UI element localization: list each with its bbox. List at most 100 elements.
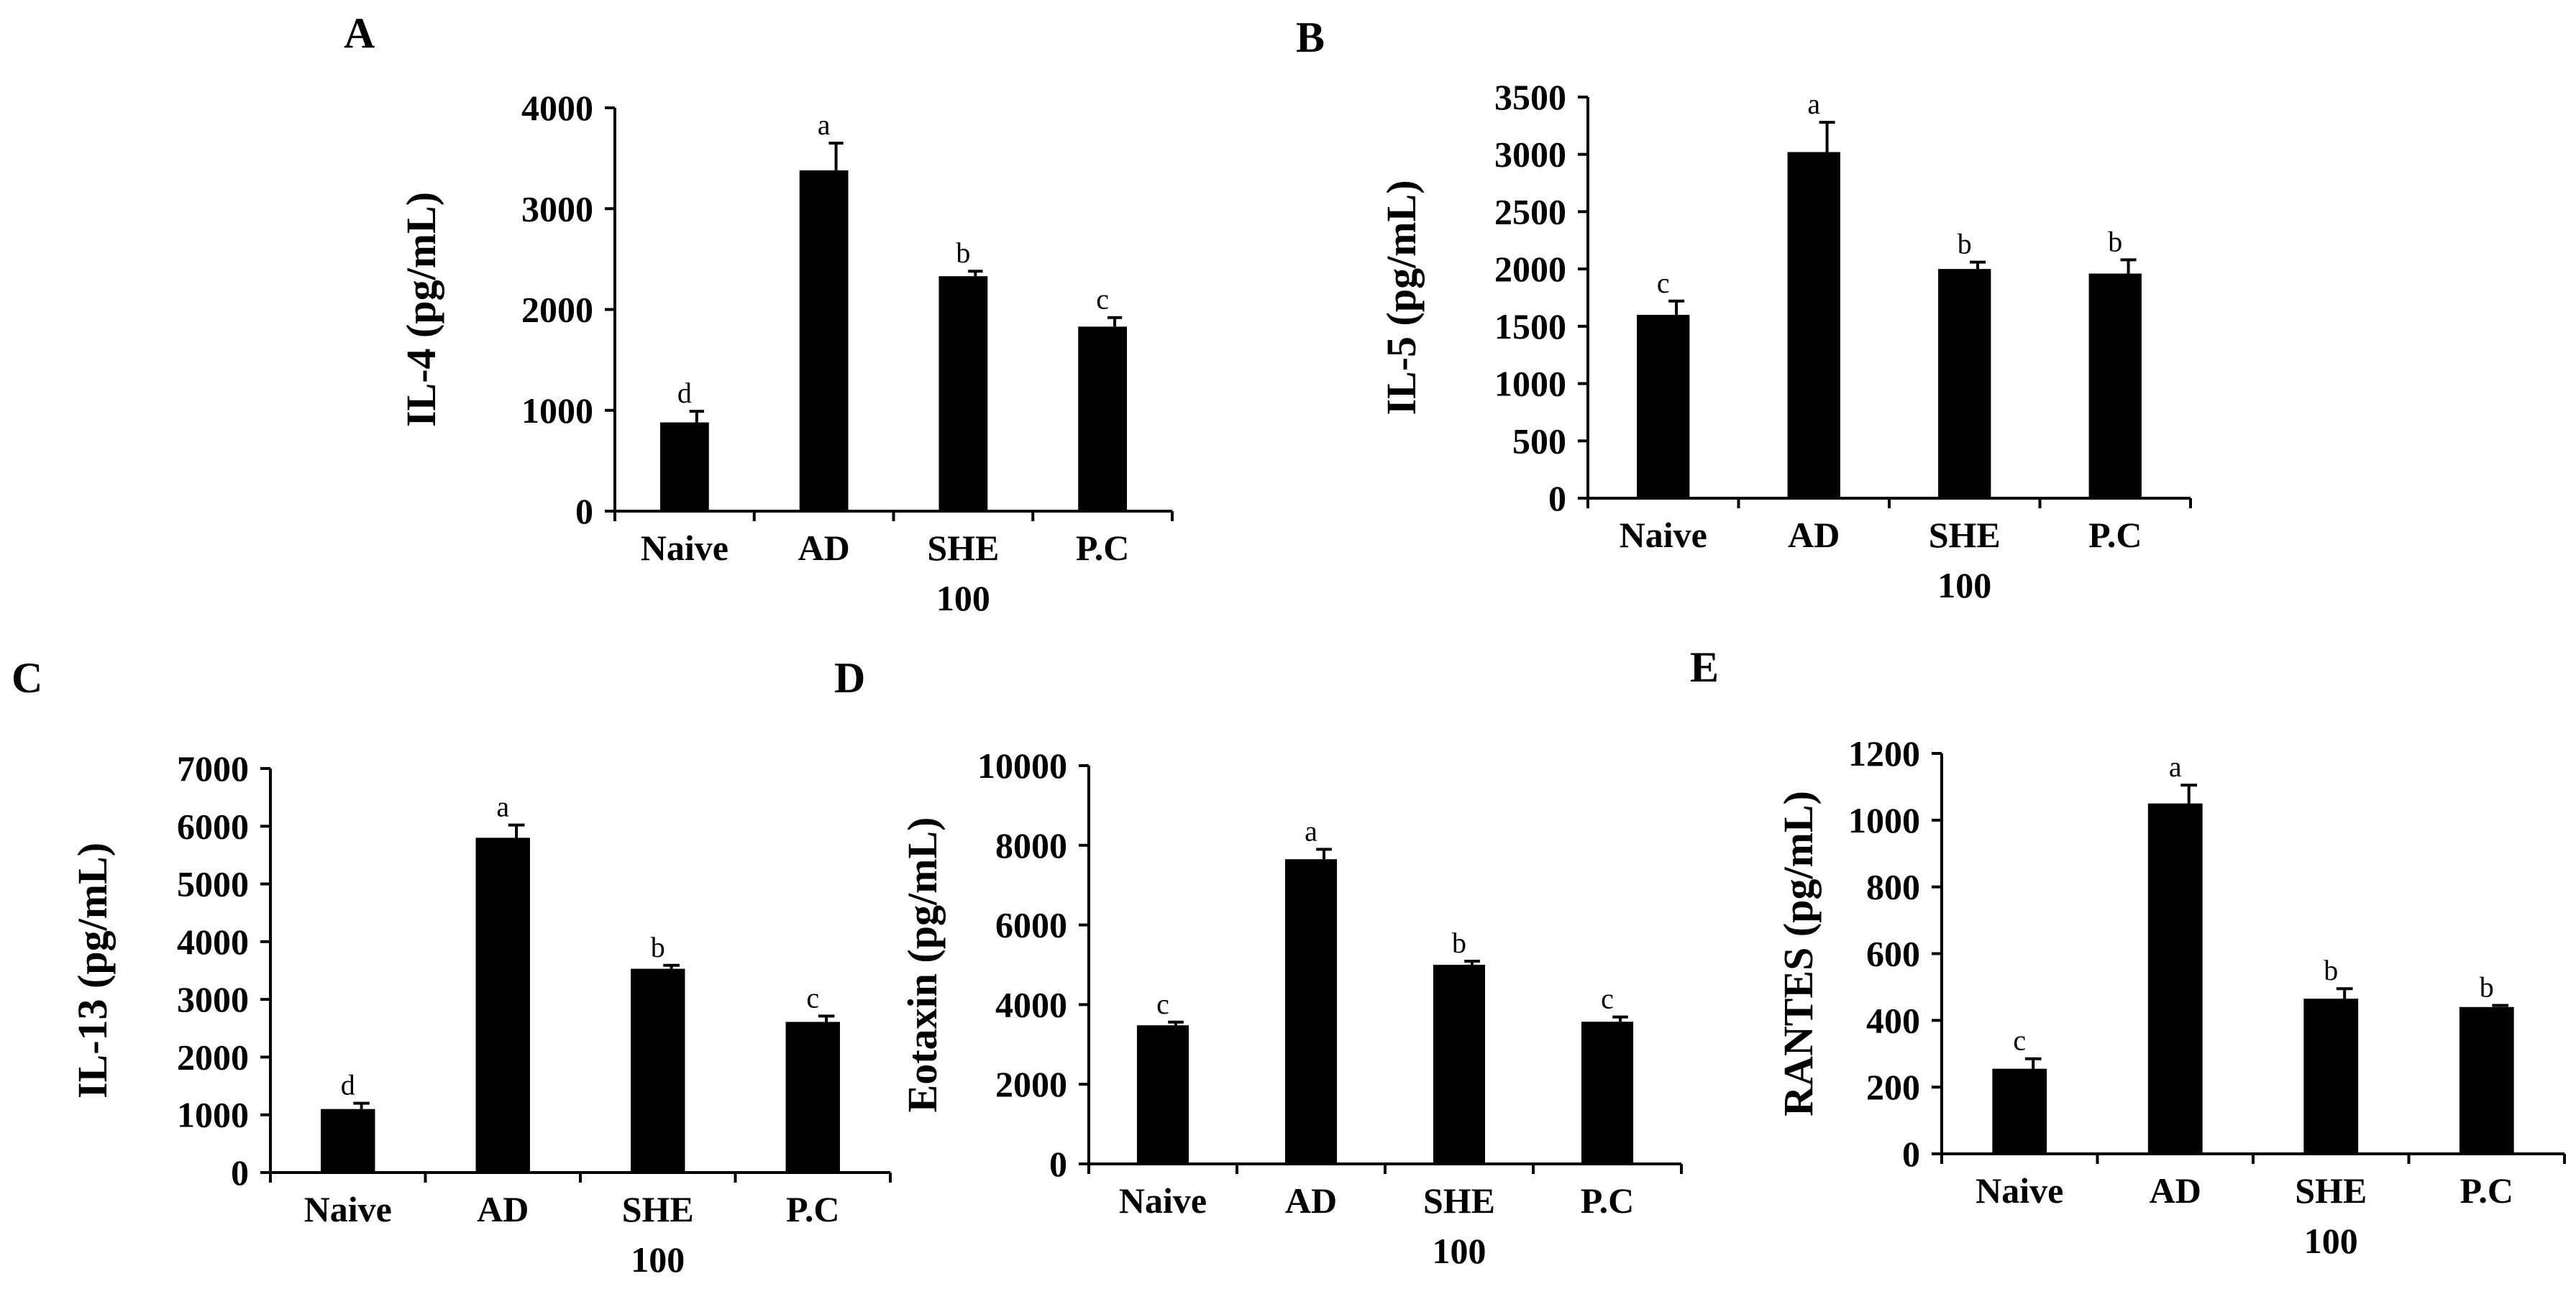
significance-letter: d: [677, 377, 692, 409]
category-label: AD: [1285, 1180, 1337, 1221]
category-label: SHE 100: [927, 528, 999, 618]
category-label: P.C: [2459, 1170, 2513, 1211]
bar-b-3: [2088, 273, 2142, 498]
y-axis-title: IL-5 (pg/mL): [1378, 180, 1425, 415]
category-label-line: SHE: [1929, 515, 2001, 555]
y-tick-label: 200: [1866, 1067, 1920, 1107]
panel-letter: C: [12, 654, 42, 702]
category-label-line: Naive: [1620, 515, 1707, 555]
category-label-line: 100: [1937, 565, 1991, 605]
significance-letter: b: [1452, 927, 1466, 959]
y-tick-label: 0: [1548, 478, 1566, 518]
y-tick-label: 500: [1512, 421, 1566, 461]
y-tick-label: 2000: [177, 1037, 249, 1077]
category-label-line: SHE: [2295, 1170, 2367, 1211]
bar-e-2: [2303, 999, 2359, 1154]
panel-c: C IL-13 (pg/mL) 0 1000 2000 3000 4000 5000 6000 7…: [12, 654, 892, 1280]
category-label-line: Naive: [1119, 1180, 1207, 1221]
category-label-line: SHE: [622, 1189, 694, 1229]
bar-e-0: [1992, 1068, 2047, 1154]
category-label: SHE 100: [1423, 1180, 1495, 1271]
bar-e-3: [2459, 1006, 2514, 1154]
category-label-line: P.C: [2459, 1170, 2513, 1211]
category-label: Naive: [641, 528, 729, 568]
category-label-line: SHE: [1423, 1180, 1495, 1221]
y-tick-label: 4000: [521, 88, 593, 128]
significance-letter: a: [1305, 815, 1317, 847]
bar-b-1: [1787, 152, 1840, 499]
y-tick-label: 800: [1866, 867, 1920, 907]
category-label-line: 100: [2304, 1221, 2358, 1261]
bar-c-1: [475, 838, 530, 1173]
bar-c-2: [631, 968, 685, 1173]
category-label-line: P.C: [2088, 515, 2142, 555]
panel-letter: A: [344, 9, 375, 57]
significance-letter: d: [341, 1069, 355, 1101]
category-label: AD: [477, 1189, 529, 1229]
y-tick-label: 2000: [521, 290, 593, 330]
category-label: SHE 100: [622, 1189, 694, 1280]
category-label: P.C: [1581, 1180, 1635, 1221]
y-tick-label: 3500: [1494, 77, 1566, 117]
significance-letter: b: [651, 931, 665, 963]
bar-b-0: [1637, 314, 1690, 498]
y-tick-label: 1000: [1848, 800, 1920, 840]
panel-e: E RANTES (pg/mL) 0 200 400 600 800 1000 1200 c Nai…: [1690, 643, 2566, 1261]
significance-letter: c: [1657, 267, 1670, 299]
y-tick-label: 600: [1866, 934, 1920, 974]
y-tick-label: 5000: [177, 864, 249, 904]
y-tick-label: 3000: [521, 188, 593, 229]
y-tick-label: 0: [231, 1152, 249, 1193]
y-tick-label: 1000: [177, 1095, 249, 1135]
category-label-line: 100: [936, 578, 990, 618]
category-label: SHE 100: [1929, 515, 2001, 605]
category-label-line: P.C: [1581, 1180, 1635, 1221]
category-label-line: AD: [2150, 1170, 2201, 1211]
significance-letter: b: [2324, 954, 2338, 986]
significance-letter: b: [2108, 225, 2122, 257]
significance-letter: a: [818, 109, 831, 141]
bar-a-1: [799, 170, 849, 511]
category-label: AD: [798, 528, 850, 568]
significance-letter: a: [1807, 88, 1820, 120]
panel-letter: E: [1690, 643, 1719, 691]
category-label: P.C: [1076, 528, 1130, 568]
category-label: Naive: [304, 1189, 392, 1229]
significance-letter: b: [956, 237, 970, 269]
panel-a: A IL-4 (pg/mL) 0 1000 2000 3000 4000 d Naive a AD b…: [344, 9, 1174, 618]
category-label: Naive: [1620, 515, 1707, 555]
category-label-line: AD: [1285, 1180, 1337, 1221]
significance-letter: b: [2480, 971, 2494, 1003]
category-label: P.C: [786, 1189, 840, 1229]
bar-a-2: [938, 276, 988, 511]
y-axis-title: RANTES (pg/mL): [1775, 791, 1822, 1116]
category-label-line: AD: [1788, 515, 1840, 555]
y-axis-title: IL-4 (pg/mL): [398, 192, 444, 427]
category-label: SHE 100: [2295, 1170, 2367, 1261]
y-tick-label: 2500: [1494, 191, 1566, 231]
category-label-line: 100: [631, 1239, 685, 1280]
category-label-line: P.C: [1076, 528, 1130, 568]
significance-letter: c: [1601, 983, 1614, 1015]
panel-b: B IL-5 (pg/mL) 0 500 1000 1500 2000 2500 3000 350…: [1296, 14, 2192, 605]
category-label: Naive: [1119, 1180, 1207, 1221]
y-tick-label: 0: [575, 491, 593, 531]
category-label-line: SHE: [927, 528, 999, 568]
y-tick-label: 7000: [177, 748, 249, 789]
y-tick-label: 1000: [521, 390, 593, 431]
bar-d-0: [1136, 1025, 1189, 1164]
category-label-line: Naive: [641, 528, 729, 568]
y-tick-label: 8000: [995, 825, 1067, 866]
panel-letter: B: [1296, 14, 1325, 61]
bar-d-3: [1581, 1022, 1634, 1164]
category-label: Naive: [1976, 1170, 2063, 1211]
y-axis-title: Eotaxin (pg/mL): [899, 817, 946, 1113]
y-tick-label: 2000: [1494, 249, 1566, 289]
y-tick-label: 3000: [177, 979, 249, 1019]
y-tick-label: 1200: [1848, 733, 1920, 774]
significance-letter: a: [496, 791, 509, 823]
panel-letter: D: [834, 654, 865, 702]
y-tick-label: 1000: [1494, 364, 1566, 404]
significance-letter: c: [2013, 1024, 2026, 1057]
